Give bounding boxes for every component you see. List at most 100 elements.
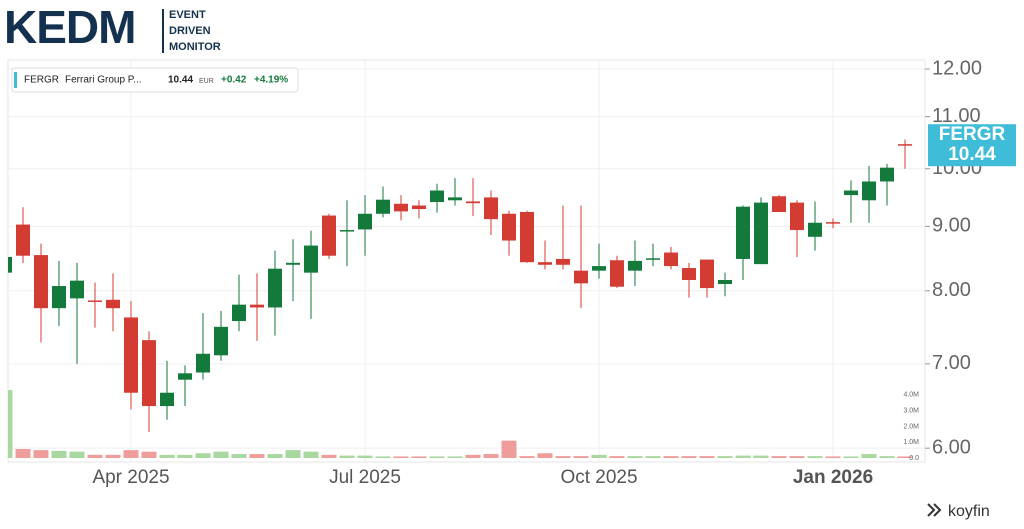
candle-body	[754, 202, 768, 265]
badge-symbol: FERGR	[939, 124, 1006, 145]
candle-body	[718, 279, 732, 285]
y-tick-label: 12.00	[932, 57, 982, 79]
volume-bar	[843, 456, 859, 458]
tagline: MONITOR	[169, 41, 221, 53]
volume-bar	[591, 454, 607, 458]
candle-body	[808, 222, 822, 237]
y-tick-label: 6.00	[932, 436, 971, 458]
volume-bar	[249, 454, 265, 458]
candle-body	[466, 201, 480, 204]
volume-bar	[681, 456, 697, 458]
volume-bar	[159, 454, 175, 458]
candle-body	[826, 222, 840, 224]
y2-tick-label: 1.0M	[903, 439, 919, 446]
quote-name: Ferrari Group P...	[65, 75, 142, 86]
candle-body	[682, 268, 696, 280]
volume-bar	[339, 455, 355, 458]
volume-bar	[501, 440, 517, 458]
volume-bar	[861, 454, 877, 458]
volume-bar	[213, 451, 229, 458]
candle-body	[412, 205, 426, 210]
candle-body	[8, 257, 12, 273]
x-tick-label: Apr 2025	[92, 467, 169, 488]
volume-bar	[393, 456, 409, 458]
candle-body	[160, 392, 174, 407]
candle-body	[376, 199, 390, 214]
y-tick-label: 11.00	[932, 105, 981, 127]
candle-body	[16, 224, 30, 256]
candle-body	[124, 317, 138, 393]
volume-bar	[267, 454, 283, 458]
candle-body	[304, 245, 318, 273]
volume-bar	[771, 456, 787, 458]
candle-body	[592, 266, 606, 271]
y2-tick-label: 2.0M	[903, 423, 919, 430]
volume-bar	[357, 455, 373, 458]
candle-body	[88, 300, 102, 302]
volume-bar	[735, 455, 751, 458]
volume-bar	[33, 450, 49, 458]
quote-symbol: FERGR	[24, 75, 59, 86]
volume-bar	[375, 456, 391, 458]
volume-bar	[447, 456, 463, 458]
volume-bar	[8, 390, 13, 458]
volume-bar	[519, 456, 535, 458]
y2-tick-label: 0.0	[909, 455, 919, 462]
quote-currency: EUR	[199, 78, 214, 85]
volume-bar	[87, 454, 103, 458]
quote-change: +0.42	[221, 75, 247, 86]
candle-body	[862, 181, 876, 201]
volume-bar	[123, 450, 139, 458]
volume-bar	[897, 456, 913, 458]
candle-body	[268, 268, 282, 308]
candle-body	[286, 262, 300, 265]
candle-body	[196, 353, 210, 373]
candle-body	[700, 259, 714, 289]
volume-bar	[789, 456, 805, 458]
volume-bar	[231, 454, 247, 458]
volume-bar	[303, 451, 319, 458]
y2-tick-label: 4.0M	[903, 392, 919, 399]
volume-bar	[177, 454, 193, 458]
volume-bar	[555, 456, 571, 458]
volume-bar	[645, 456, 661, 458]
y2-tick-label: 3.0M	[903, 407, 919, 414]
candle-body	[574, 270, 588, 284]
volume-bar	[609, 456, 625, 458]
candle-body	[736, 206, 750, 259]
volume-bar	[285, 450, 301, 458]
volume-bar	[15, 448, 31, 458]
volume-bar	[663, 456, 679, 458]
candle-body	[538, 262, 552, 265]
candle-body	[178, 373, 192, 380]
candle-body	[340, 230, 354, 232]
footer-brand: koyfin	[948, 503, 990, 520]
candle-body	[646, 258, 660, 260]
quote-box	[11, 67, 299, 93]
volume-bar	[825, 456, 841, 458]
candle-body	[898, 144, 912, 146]
quote-change-pct: +4.19%	[254, 75, 288, 86]
candle-body	[448, 197, 462, 201]
tagline: DRIVEN	[169, 25, 211, 37]
quote-swatch	[14, 72, 17, 88]
volume-bar	[321, 454, 337, 458]
volume-bar	[429, 456, 445, 458]
volume-bar	[69, 451, 85, 458]
candle-body	[844, 190, 858, 196]
volume-bar	[195, 453, 211, 458]
volume-bar	[411, 456, 427, 458]
candle-body	[502, 213, 516, 241]
candle-body	[772, 196, 786, 212]
candle-body	[628, 260, 642, 271]
candle-body	[430, 190, 444, 203]
badge-price: 10.44	[948, 144, 996, 165]
candle-body	[556, 258, 570, 265]
candle-body	[322, 215, 336, 256]
y-tick-label: 7.00	[932, 352, 971, 374]
volume-bar	[51, 450, 67, 458]
x-tick-label: Jan 2026	[793, 467, 873, 488]
volume-bar	[753, 455, 769, 458]
y-tick-label: 9.00	[932, 215, 971, 237]
